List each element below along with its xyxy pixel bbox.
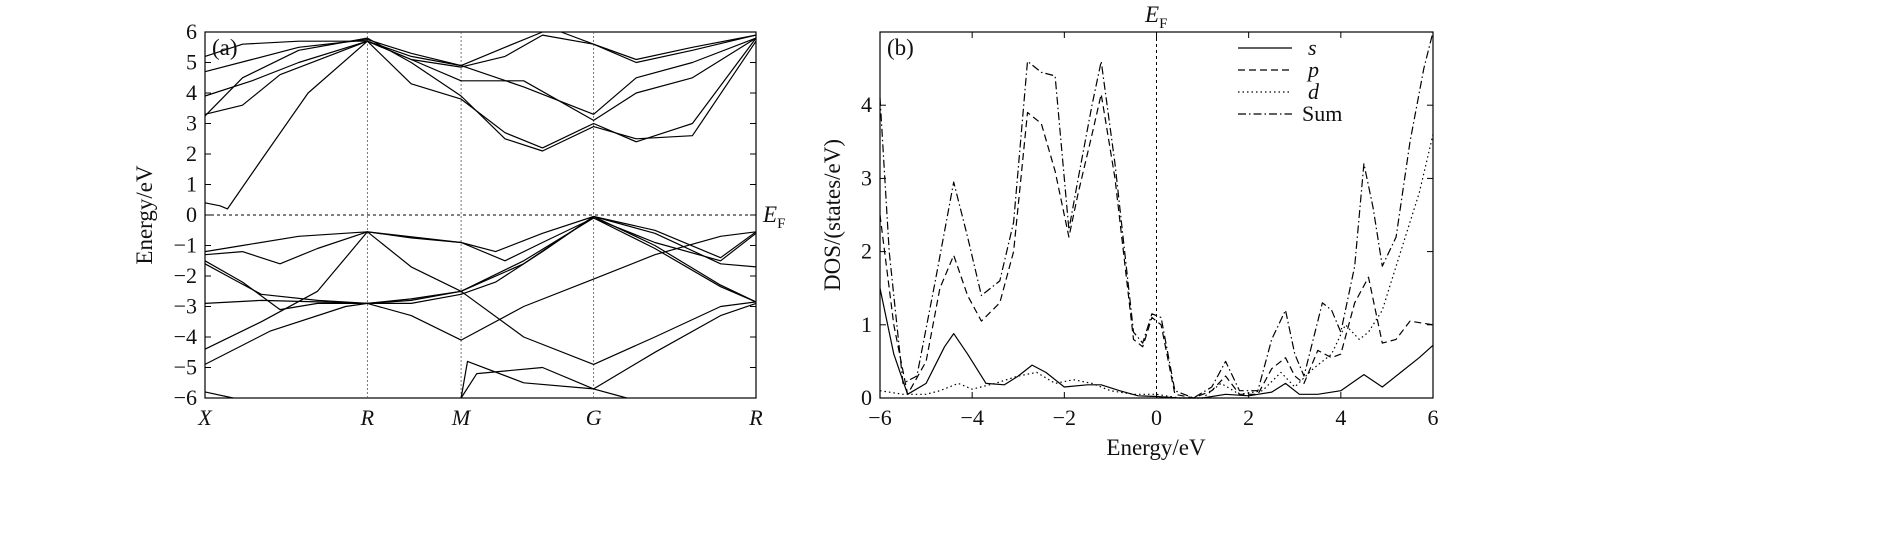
band-line-13: [204, 34, 757, 68]
bands: [204, 31, 757, 399]
dos-fermi-label: EF: [1144, 2, 1167, 32]
dos-y-tick-label: 2: [861, 239, 872, 264]
dos-x-ticks: −6 −4 −2 0 2 4 6: [868, 32, 1439, 430]
band-line-8: [204, 31, 543, 210]
band-y-axis-title: Energy/eV: [132, 165, 157, 265]
dos-line-sum: [879, 31, 1434, 399]
band-line-1: [204, 231, 757, 365]
dos-y-axis-title: DOS/(states/eV): [820, 139, 845, 291]
dos-fermi-label-e: E: [1144, 2, 1159, 27]
k-point-label-3: G: [586, 405, 602, 430]
band-line-4: [204, 215, 757, 304]
band-fermi-label-sub: F: [777, 216, 785, 232]
dos-y-tick-label: 3: [861, 165, 872, 190]
band-line-11: [204, 37, 757, 121]
band-y-tick-label: −4: [174, 324, 197, 349]
dos-y-tick-label: 4: [861, 92, 872, 117]
dos-y-tick-label: 1: [861, 312, 872, 337]
band-fermi-label-e: E: [762, 202, 777, 227]
legend-label-p: p: [1306, 57, 1319, 82]
band-line-15: [460, 360, 627, 399]
band-y-tick-label: −6: [174, 385, 197, 410]
dos-line-s: [879, 288, 1434, 399]
band-y-tick-label: −3: [174, 294, 197, 319]
band-y-tick-label: 0: [186, 202, 197, 227]
k-point-label-0: X: [197, 405, 213, 430]
dos-x-tick-label: −6: [868, 405, 891, 430]
dos-x-tick-label: 2: [1243, 405, 1254, 430]
band-line-2: [204, 231, 757, 365]
dos-x-tick-label: 0: [1151, 405, 1162, 430]
dos-x-tick-label: 4: [1335, 405, 1346, 430]
dos-x-axis-title: Energy/eV: [1106, 435, 1206, 460]
dos-x-tick-label: −2: [1053, 405, 1076, 430]
legend-label-s: s: [1308, 35, 1317, 60]
band-line-12: [204, 37, 757, 115]
band-y-tick-label: −2: [174, 263, 197, 288]
band-line-16: [560, 31, 757, 64]
dos-line-d: [879, 134, 1434, 399]
dos-y-ticks: 0 1 2 3 4: [861, 92, 1433, 410]
band-y-ticks: −6 −5 −4 −3 −2 −1 0 1 2 3 4 5 6: [174, 19, 756, 410]
band-y-tick-label: 1: [186, 172, 197, 197]
band-line-0: [204, 391, 234, 399]
dos-line-p: [879, 93, 1434, 399]
dos-y-tick-label: 0: [861, 385, 872, 410]
k-point-lines: [366, 32, 595, 398]
band-line-7: [204, 217, 757, 265]
dos-x-tick-label: 6: [1428, 405, 1439, 430]
dos-panel-label: (b): [887, 35, 914, 60]
band-y-tick-label: 3: [186, 111, 197, 136]
band-fermi-label: EF: [762, 202, 785, 232]
band-line-3: [204, 215, 757, 304]
band-line-10: [204, 37, 757, 149]
band-y-tick-label: 2: [186, 141, 197, 166]
band-panel-label: (a): [212, 35, 238, 60]
legend-label-d: d: [1308, 79, 1320, 104]
band-y-tick-label: −5: [174, 355, 197, 380]
k-point-label-1: R: [360, 405, 375, 430]
legend-label-sum: Sum: [1302, 101, 1342, 126]
band-line-5: [204, 217, 757, 311]
dos-panel: 0 1 2 3 4 −6 −4 −2 0 2 4 6 (b) Energy/eV DOS/(stat…: [820, 2, 1439, 460]
band-line-6: [204, 215, 757, 259]
dos-x-tick-label: −4: [960, 405, 983, 430]
band-y-tick-label: −1: [174, 233, 197, 258]
k-point-label-4: R: [748, 405, 763, 430]
k-point-label-2: M: [451, 405, 472, 430]
band-y-tick-label: 6: [186, 19, 197, 44]
band-y-tick-label: 5: [186, 50, 197, 75]
band-y-tick-label: 4: [186, 80, 197, 105]
dos-fermi-label-sub: F: [1159, 16, 1167, 32]
dos-series: [879, 31, 1434, 399]
band-line-14: [460, 302, 757, 399]
